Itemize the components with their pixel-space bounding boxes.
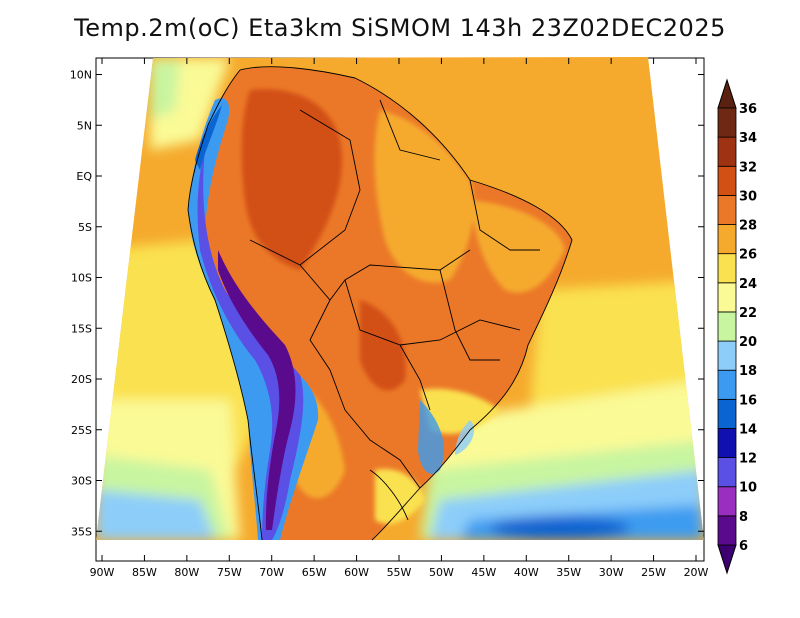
- lon-tick-label: 75W: [217, 566, 242, 579]
- colorbar-label: 8: [739, 510, 748, 525]
- colorbar-label: 26: [739, 248, 757, 263]
- map-title: Temp.2m(oC) Eta3km SiSMOM 143h 23Z02DEC2…: [74, 14, 726, 42]
- lat-tick-label: 30S: [71, 475, 92, 488]
- lon-tick-label: 35W: [556, 566, 581, 579]
- lon-tick-label: 60W: [344, 566, 369, 579]
- colorbar-segment: [717, 428, 737, 459]
- colorbar-label: 6: [739, 539, 748, 554]
- colorbar-segment: [717, 398, 737, 429]
- colorbar-label: 36: [739, 102, 757, 117]
- colorbar-segment: [717, 486, 737, 517]
- lat-tick-label: 5S: [78, 221, 92, 234]
- colorbar-label: 30: [739, 189, 757, 204]
- colorbar-segment: [717, 340, 737, 371]
- colorbar-label: 10: [739, 481, 757, 496]
- latitude-axis: 10N 5N EQ 5S 10S 15S 20S 25S 30S 35S: [70, 69, 704, 538]
- lon-tick-label: 25W: [641, 566, 666, 579]
- colorbar-segment: [717, 282, 737, 313]
- lon-tick-label: 50W: [429, 566, 454, 579]
- lat-tick-label: EQ: [76, 170, 92, 183]
- colorbar-segment: [717, 311, 737, 342]
- lon-tick-label: 70W: [259, 566, 284, 579]
- colorbar-segment: [717, 253, 737, 284]
- colorbar-label: 14: [739, 422, 757, 437]
- lon-tick-label: 85W: [132, 566, 157, 579]
- lat-tick-label: 25S: [71, 424, 92, 437]
- colorbar-segment: [717, 165, 737, 196]
- colorbar-label: 18: [739, 364, 757, 379]
- colorbar-label: 24: [739, 277, 757, 292]
- lat-tick-label: 5N: [77, 119, 92, 132]
- colorbar-segment: [717, 224, 737, 255]
- lon-tick-label: 55W: [387, 566, 412, 579]
- colorbar-segment: [717, 107, 737, 138]
- longitude-axis: 90W 85W 80W 75W 70W 65W 60W 55W 50W 45W 40W 35W 30W 2…: [90, 58, 709, 579]
- colorbar-under-arrow: [717, 544, 737, 575]
- lon-tick-label: 30W: [599, 566, 624, 579]
- colorbar-over-arrow: [717, 78, 737, 109]
- lon-tick-label: 65W: [302, 566, 327, 579]
- lat-tick-label: 20S: [71, 373, 92, 386]
- lat-tick-label: 35S: [71, 525, 92, 538]
- colorbar-label: 16: [739, 393, 757, 408]
- lat-tick-label: 15S: [71, 322, 92, 335]
- colorbar-label: 22: [739, 306, 757, 321]
- colorbar-segment: [717, 194, 737, 225]
- colorbar-label: 34: [739, 131, 757, 146]
- colorbar-label: 28: [739, 219, 757, 234]
- colorbar-label: 12: [739, 452, 757, 467]
- colorbar-segment: [717, 136, 737, 167]
- lon-tick-label: 20W: [684, 566, 709, 579]
- lon-tick-label: 90W: [90, 566, 115, 579]
- colorbar: 6 8 10 12 14 16 18 20 22 24 26 28 30 32 34 36: [717, 78, 757, 575]
- lon-tick-label: 40W: [514, 566, 539, 579]
- colorbar-label: 32: [739, 160, 757, 175]
- colorbar-segment: [717, 457, 737, 488]
- country-borders: [187, 66, 573, 541]
- lon-tick-label: 80W: [174, 566, 199, 579]
- colorbar-segment: [717, 515, 737, 546]
- colorbar-label: 20: [739, 335, 757, 350]
- colorbar-segment: [717, 369, 737, 400]
- lat-tick-label: 10S: [71, 272, 92, 285]
- temperature-field: [96, 57, 704, 540]
- lat-tick-label: 10N: [70, 69, 92, 82]
- lon-tick-label: 45W: [471, 566, 496, 579]
